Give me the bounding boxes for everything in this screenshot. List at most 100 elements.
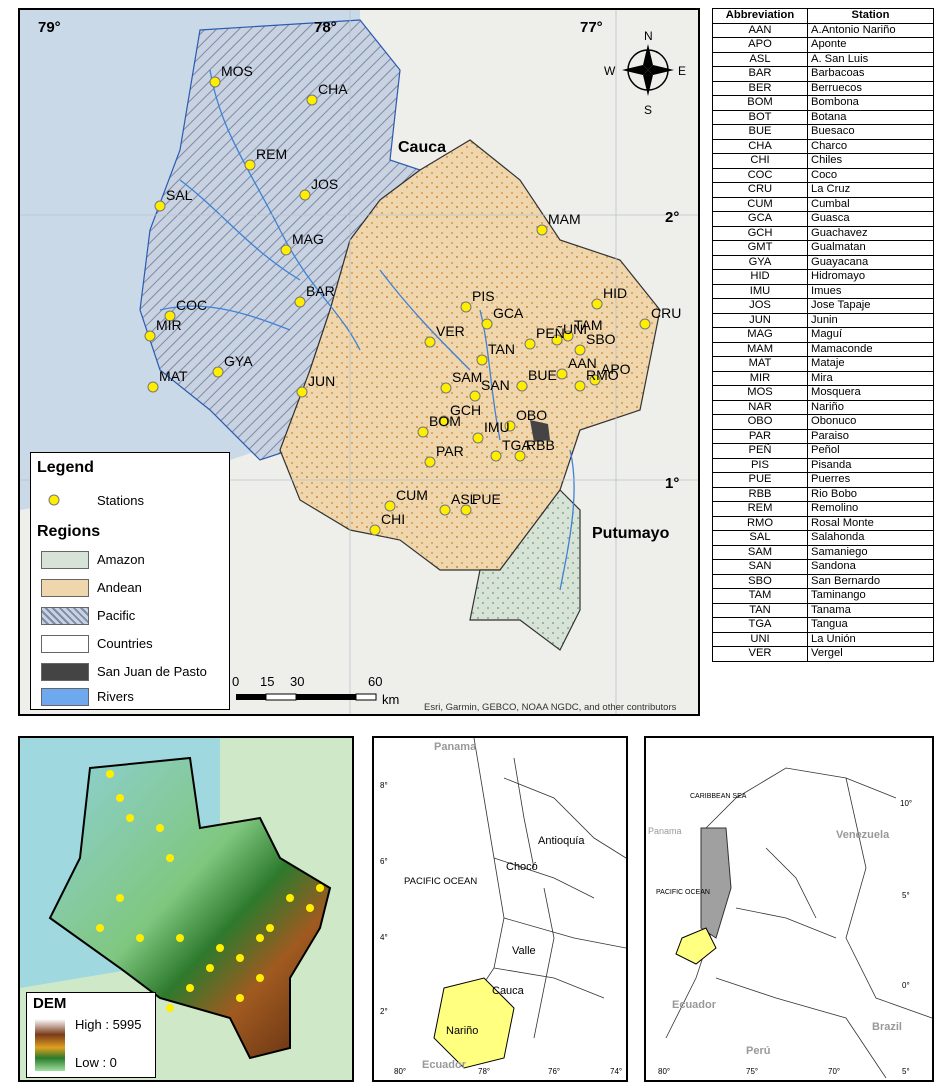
cell-station: Hidromayo <box>807 269 934 285</box>
attribution: Esri, Garmin, GEBCO, NOAA NGDC, and othe… <box>424 702 677 713</box>
table-row: SBO San Bernardo <box>712 573 934 589</box>
cell-abbreviation: MAG <box>712 327 808 343</box>
ctx1-lon-tick: 76° <box>548 1067 560 1076</box>
cell-abbreviation: MAT <box>712 356 808 372</box>
scale-bar: 0 15 30 60 km <box>232 674 399 707</box>
cell-station: Imues <box>807 283 934 299</box>
dem-station-marker <box>166 854 174 862</box>
table-row: JUN Junin <box>712 312 934 328</box>
station-label: UNI <box>563 321 587 337</box>
ctx1-lon-tick: 78° <box>478 1067 490 1076</box>
station-marker <box>562 330 574 342</box>
table-row: CHA Charco <box>712 138 934 154</box>
table-row: GYA Guayacana <box>712 254 934 270</box>
station-label: RBB <box>526 437 555 453</box>
dem-low: Low : 0 <box>75 1055 117 1070</box>
station-label: MAT <box>159 368 188 384</box>
cell-abbreviation: RMO <box>712 515 808 531</box>
cell-station: Chiles <box>807 153 934 169</box>
ctx2-lon-tick: 75° <box>746 1067 758 1076</box>
cell-station: Guasca <box>807 211 934 227</box>
dem-station-marker <box>106 770 114 778</box>
table-row: IMU Imues <box>712 283 934 299</box>
scale-tick: 15 <box>260 674 274 689</box>
station-label: BOM <box>429 413 461 429</box>
table-row: BOM Bombona <box>712 95 934 111</box>
station-label: MOS <box>221 63 253 79</box>
cell-abbreviation: TAN <box>712 602 808 618</box>
cell-station: San Bernardo <box>807 573 934 589</box>
station-marker <box>589 374 601 386</box>
station-label: JUN <box>308 373 335 389</box>
table-row: MOS Mosquera <box>712 385 934 401</box>
station-marker <box>144 330 156 342</box>
cell-abbreviation: OBO <box>712 414 808 430</box>
table-row: SAM Samaniego <box>712 544 934 560</box>
cell-abbreviation: SBO <box>712 573 808 589</box>
table-row: CRU La Cruz <box>712 182 934 198</box>
cell-station: Gualmatan <box>807 240 934 256</box>
station-label: PUE <box>472 491 501 507</box>
cell-abbreviation: NAR <box>712 399 808 415</box>
station-label: PAR <box>436 443 464 459</box>
table-row: TGA Tangua <box>712 617 934 633</box>
station-label: REM <box>256 146 287 162</box>
table-row: PUE Puerres <box>712 472 934 488</box>
cell-station: Guayacana <box>807 254 934 270</box>
cell-abbreviation: JOS <box>712 298 808 314</box>
station-marker <box>296 386 308 398</box>
dem-station-marker <box>306 904 314 912</box>
cell-abbreviation: BOT <box>712 109 808 125</box>
cell-station: Botana <box>807 109 934 125</box>
cell-station: La Cruz <box>807 182 934 198</box>
cell-abbreviation: GYA <box>712 254 808 270</box>
dem-station-marker <box>316 884 324 892</box>
cell-abbreviation: SAL <box>712 530 808 546</box>
ctx1-lon-tick: 74° <box>610 1067 622 1076</box>
context-map-2-canvas: CARIBBEAN SEA Panama Venezuela PACIFIC O… <box>648 767 932 1079</box>
cell-station: La Unión <box>807 631 934 647</box>
dem-station-marker <box>236 954 244 962</box>
cell-abbreviation: PUE <box>712 472 808 488</box>
station-label: BAR <box>306 283 335 299</box>
cell-abbreviation: IMU <box>712 283 808 299</box>
dem-map: DEM High : 5995 Low : 0 <box>18 736 354 1082</box>
station-marker <box>504 420 516 432</box>
station-marker <box>212 366 224 378</box>
station-label: AAN <box>568 355 597 371</box>
ctx2-label: CARIBBEAN SEA <box>690 793 747 800</box>
legend-title: Legend <box>37 459 94 476</box>
scale-tick: 60 <box>368 674 382 689</box>
svg-text:E: E <box>678 64 686 78</box>
cell-abbreviation: VER <box>712 646 808 662</box>
cell-abbreviation: APO <box>712 37 808 53</box>
cell-abbreviation: MOS <box>712 385 808 401</box>
ctx1-label: Antioquía <box>538 835 585 847</box>
cell-abbreviation: BOM <box>712 95 808 111</box>
station-marker <box>460 504 472 516</box>
table-row: APO Aponte <box>712 37 934 53</box>
table-row: PEÑ Peñol <box>712 443 934 459</box>
ctx1-lon-tick: 80° <box>394 1067 406 1076</box>
table-row: PAR Paraiso <box>712 428 934 444</box>
cell-abbreviation: TGA <box>712 617 808 633</box>
pasto-area <box>530 420 550 442</box>
cell-station: A.Antonio Nariño <box>807 22 934 38</box>
table-row: MAM Mamaconde <box>712 341 934 357</box>
station-label: OBO <box>516 407 547 423</box>
cell-station: Mataje <box>807 356 934 372</box>
cell-abbreviation: ASL <box>712 51 808 67</box>
station-label: BUE <box>528 367 557 383</box>
lon-label: 78° <box>314 19 337 36</box>
scale-unit: km <box>382 692 399 707</box>
station-marker <box>574 380 586 392</box>
cell-station: Charco <box>807 138 934 154</box>
station-label: IMU <box>484 419 510 435</box>
table-row: GCA Guasca <box>712 211 934 227</box>
legend-label: Pacific <box>97 608 136 623</box>
cell-station: Remolino <box>807 501 934 517</box>
cell-abbreviation: BAR <box>712 66 808 82</box>
cell-station: Guachavez <box>807 225 934 241</box>
table-row: REM Remolino <box>712 501 934 517</box>
